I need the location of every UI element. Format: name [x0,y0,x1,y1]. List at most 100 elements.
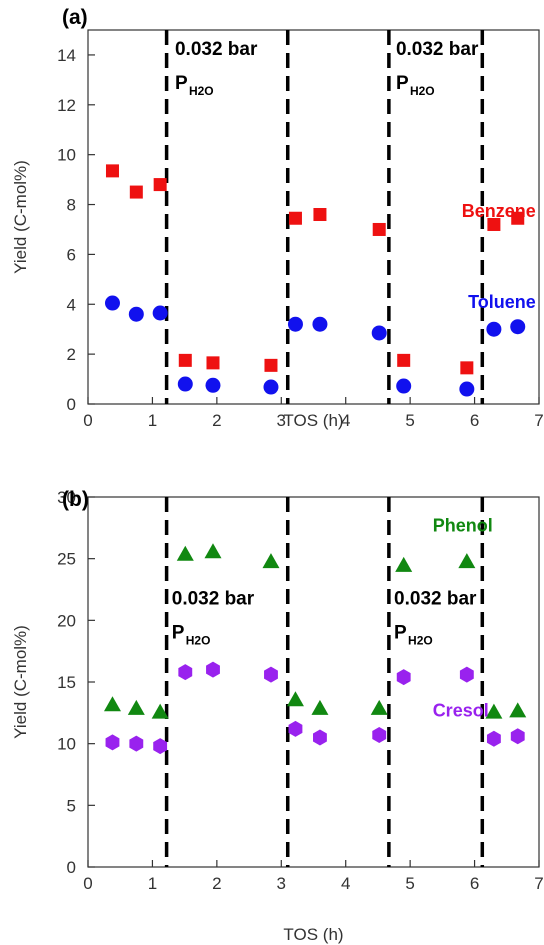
panel-label: (a) [62,6,88,29]
benzene-series-label: Benzene [462,201,536,221]
toluene-data-point [459,381,475,397]
y-tick-label: 25 [57,550,76,569]
x-tick-label: 0 [83,874,92,893]
toluene-data-point [263,379,279,395]
x-tick-label: 2 [212,874,221,893]
cresol-data-point [372,727,387,744]
y-tick-label: 12 [57,96,76,115]
cresol-data-point [105,734,120,751]
y-tick-label: 4 [67,295,76,314]
x-tick-label: 5 [405,874,414,893]
toluene-data-point [205,377,221,393]
x-tick-label: 1 [148,411,157,430]
y-axis-title: Yield (C-mol%) [11,160,30,274]
benzene-data-point [264,358,278,372]
benzene-data-point [372,222,386,236]
toluene-data-point [177,376,193,392]
x-tick-label: 7 [534,411,543,430]
phenol-series-label: Phenol [433,516,493,536]
toluene-data-point [312,316,328,332]
y-tick-label: 5 [67,796,76,815]
pressure-subscript: H2O [408,633,433,647]
cresol-data-point [288,720,303,737]
phenol-data-point [395,556,413,572]
y-tick-label: 6 [67,245,76,264]
cresol-data-point [459,666,474,683]
cresol-data-point [313,729,327,746]
x-axis-title: TOS (h) [283,925,343,944]
y-tick-label: 8 [67,196,76,215]
toluene-data-point [152,305,168,321]
toluene-data-point [104,295,120,311]
cresol-data-point [129,735,144,752]
y-tick-label: 15 [57,673,76,692]
cresol-data-point [153,738,168,755]
phenol-data-point [151,703,169,719]
phenol-data-point [458,553,476,569]
toluene-data-point [128,306,144,322]
x-axis-title: TOS (h) [283,411,343,430]
benzene-data-point [487,217,501,231]
y-tick-label: 0 [67,395,76,414]
x-tick-label: 6 [470,411,479,430]
y-tick-label: 0 [67,858,76,877]
phenol-data-point [103,696,121,712]
y-tick-label: 30 [57,488,76,507]
y-tick-label: 14 [57,46,76,65]
phenol-data-point [176,545,194,561]
benzene-data-point [153,178,167,192]
x-tick-label: 4 [341,874,350,893]
x-tick-label: 4 [341,411,350,430]
phenol-data-point [485,703,503,719]
pressure-symbol: P [175,73,188,94]
toluene-data-point [371,325,387,341]
plot-frame [87,29,540,405]
benzene-data-point [397,353,411,367]
cresol-data-point [178,664,193,681]
y-tick-label: 10 [57,735,76,754]
benzene-data-point [313,208,327,222]
x-tick-label: 0 [83,411,92,430]
chart-panel-b: 0 1 2 3 4 5 6 7 0 5 10 15 20 25 30 TOS (h) Yield (C-mol%… [11,488,544,944]
x-tick-label: 2 [212,411,221,430]
x-tick-label: 5 [405,411,414,430]
benzene-data-point [511,211,525,225]
pressure-annotation: 0.032 bar [175,39,258,60]
phenol-data-point [127,699,145,715]
cresol-data-point [206,661,220,678]
x-tick-label: 6 [470,874,479,893]
benzene-data-point [288,211,302,225]
x-tick-label: 7 [534,874,543,893]
toluene-data-point [510,319,526,335]
toluene-data-point [287,316,303,332]
x-tick-label: 3 [277,874,286,893]
pressure-subscript: H2O [410,84,435,98]
x-tick-label: 1 [148,874,157,893]
y-tick-label: 2 [67,345,76,364]
cresol-data-point [396,669,411,686]
phenol-data-point [311,699,329,715]
cresol-data-point [510,728,525,745]
benzene-data-point [178,353,192,367]
pressure-symbol: P [396,73,409,94]
phenol-data-point [286,691,304,707]
toluene-data-point [396,378,412,394]
cresol-data-point [486,730,501,747]
pressure-symbol: P [172,622,185,643]
pressure-subscript: H2O [186,633,211,647]
plot-frame [87,496,540,868]
cresol-data-point [264,666,278,683]
pressure-annotation: 0.032 bar [394,588,477,609]
benzene-data-point [460,361,474,375]
toluene-series-label: Toluene [468,292,536,312]
pressure-annotation: 0.032 bar [172,588,255,609]
phenol-data-point [204,543,222,559]
pressure-symbol: P [394,622,407,643]
pressure-annotation: 0.032 bar [396,39,479,60]
benzene-data-point [105,164,119,178]
cresol-series-label: Cresol [433,701,489,721]
phenol-data-point [509,702,527,718]
pressure-subscript: H2O [189,84,214,98]
